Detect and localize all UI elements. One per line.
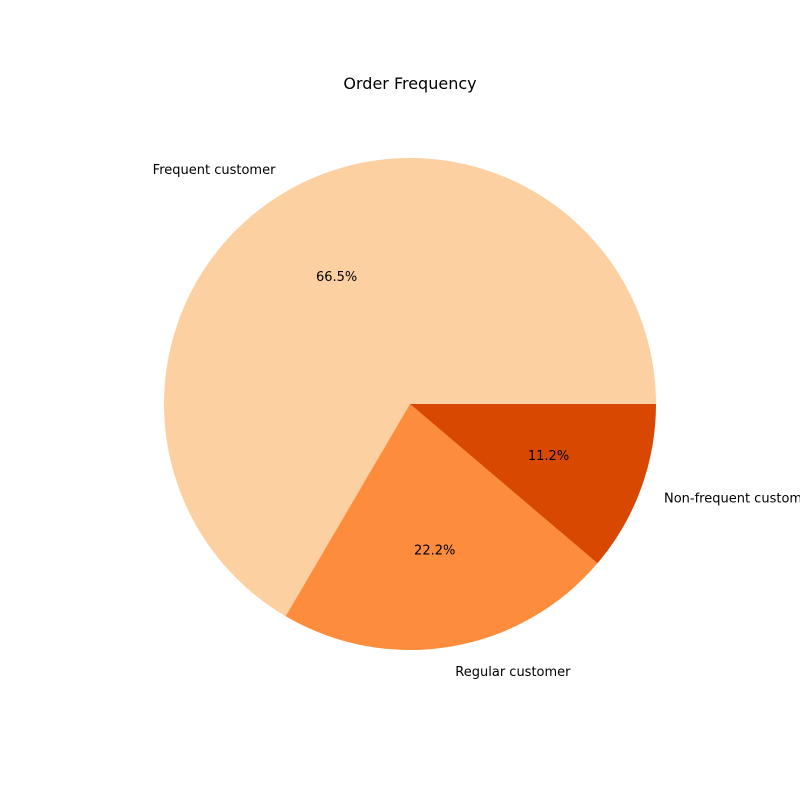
chart-title: Order Frequency [343,74,476,93]
slice-percent-label: 11.2% [528,449,569,464]
pie-labels: Frequent customer 66.5% Regular customer 22… [153,163,800,680]
slice-category-label: Regular customer [455,665,571,680]
slice-category-label: Non-frequent customer [664,491,800,506]
pie-slice-1 [163,158,656,617]
pie-slices [163,158,656,651]
slice-percent-label: 22.2% [414,544,455,559]
slice-category-label: Frequent customer [153,163,276,178]
pie-slice-2 [285,404,598,651]
slice-percent-label: 66.5% [316,270,357,285]
pie-slice-3 [410,404,656,564]
